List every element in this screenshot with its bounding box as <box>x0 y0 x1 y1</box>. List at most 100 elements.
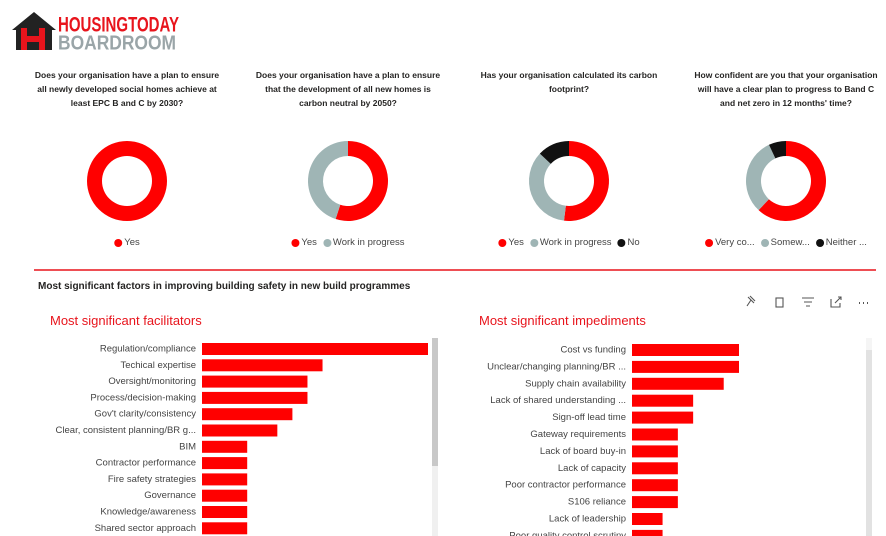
bar-label: BIM <box>179 441 196 452</box>
donut-slice <box>87 141 167 221</box>
legend-item[interactable]: Neither ... <box>815 237 867 248</box>
bar-label: Clear, consistent planning/BR g... <box>56 425 196 436</box>
legend-swatch <box>114 238 123 247</box>
legend-item[interactable]: Work in progress <box>529 237 612 248</box>
donut-slice <box>335 141 388 222</box>
bar <box>202 473 248 486</box>
legend[interactable]: Very co... Somew... Neither ... <box>705 237 867 248</box>
legend-label: No <box>627 237 640 248</box>
donut-title: Does your organisation have a plan to en… <box>34 70 220 108</box>
bar <box>202 359 323 372</box>
scroll-thumb[interactable] <box>432 338 438 466</box>
copy-icon[interactable] <box>775 297 784 308</box>
legend-swatch <box>529 238 538 247</box>
bar <box>632 479 678 492</box>
donut-slice <box>758 141 826 222</box>
bar-label: Techical expertise <box>120 360 196 371</box>
bar-label: Supply chain availability <box>525 378 626 389</box>
legend-item[interactable]: No <box>617 237 640 248</box>
bar-label: Oversight/monitoring <box>108 376 196 387</box>
donut-slice <box>539 141 569 164</box>
bar <box>632 513 663 525</box>
bar <box>632 411 694 424</box>
bar-label: Knowledge/awareness <box>100 507 196 518</box>
bar <box>632 529 663 536</box>
visual-toolbar[interactable] <box>746 295 868 308</box>
bar-label: Unclear/changing planning/BR ... <box>487 361 626 372</box>
bar-label: Contractor performance <box>96 458 196 469</box>
legend[interactable]: Yes Work in progress No <box>498 237 640 248</box>
bar-label: Sign-off lead time <box>552 412 626 423</box>
donut-slice <box>563 141 610 221</box>
legend-label: Yes <box>508 237 524 248</box>
bar-label: Gateway requirements <box>530 429 626 440</box>
bar <box>202 343 428 355</box>
bar <box>202 506 248 518</box>
legend-swatch <box>617 238 626 247</box>
bar-title: Most significant facilitators <box>50 313 202 328</box>
legend-item[interactable]: Work in progress <box>322 237 405 248</box>
legend-item[interactable]: Somew... <box>760 237 810 248</box>
bar <box>202 424 278 437</box>
bar <box>202 440 248 453</box>
bar <box>202 375 308 388</box>
bar-label: Lack of leadership <box>549 514 626 525</box>
donut-slice <box>308 141 348 220</box>
legend-label: Work in progress <box>539 237 612 248</box>
bar <box>632 496 678 509</box>
legend-swatch <box>815 238 824 247</box>
bar <box>632 360 739 373</box>
bar-label: S106 reliance <box>568 497 626 508</box>
section-title: Most significant factors in improving bu… <box>38 281 411 292</box>
logo-icon <box>12 12 56 50</box>
bar-label: Regulation/compliance <box>100 344 196 355</box>
legend-label: Yes <box>124 237 140 248</box>
bar-label: Gov't clarity/consistency <box>94 409 196 420</box>
scroll-thumb[interactable] <box>866 350 872 536</box>
legend[interactable]: Yes Work in progress <box>291 237 405 248</box>
bar <box>202 391 308 404</box>
donut-title: Does your organisation have a plan to en… <box>255 70 441 108</box>
bar-label: Cost vs funding <box>561 345 626 356</box>
donut-slice <box>529 153 566 221</box>
legend-swatch <box>760 238 769 247</box>
bar-title: Most significant impediments <box>479 313 646 328</box>
bar-label: Process/decision-making <box>90 392 196 403</box>
legend-item[interactable]: Very co... <box>705 237 755 248</box>
focus-icon[interactable] <box>830 296 842 308</box>
bar <box>202 522 248 535</box>
logo-line1: HOUSINGTODAY <box>58 14 179 37</box>
bar <box>632 377 724 390</box>
pin-icon[interactable] <box>746 295 756 307</box>
bar <box>202 489 248 502</box>
bar-label: Poor contractor performance <box>505 480 626 491</box>
legend[interactable]: Yes <box>114 237 140 248</box>
legend-item[interactable]: Yes <box>114 237 140 248</box>
bar-label: Governance <box>144 490 196 501</box>
legend-swatch <box>705 238 714 247</box>
legend-swatch <box>322 238 331 247</box>
legend-label: Neither ... <box>825 237 867 248</box>
bar-label: Shared sector approach <box>95 523 196 534</box>
donut-title: Has your organisation calculated its car… <box>480 70 658 94</box>
bar <box>632 462 678 475</box>
legend-swatch <box>498 238 507 247</box>
legend-item[interactable]: Yes <box>498 237 524 248</box>
bar <box>632 394 694 407</box>
donut-slice <box>746 144 776 211</box>
legend-item[interactable]: Yes <box>291 237 317 248</box>
legend-label: Very co... <box>715 237 755 248</box>
legend-label: Somew... <box>770 237 810 248</box>
filter-icon[interactable] <box>802 297 814 307</box>
bar <box>202 457 248 470</box>
bar <box>632 428 678 441</box>
bar-label: Poor quality control scrutiny <box>509 530 626 536</box>
bar-label: Lack of capacity <box>558 463 626 474</box>
logo-line2: BOARDROOM <box>58 32 176 54</box>
donut-title: How confident are you that your organisa… <box>694 70 878 108</box>
legend-label: Yes <box>301 237 317 248</box>
legend-swatch <box>291 238 300 247</box>
bar-label: Fire safety strategies <box>108 474 196 485</box>
